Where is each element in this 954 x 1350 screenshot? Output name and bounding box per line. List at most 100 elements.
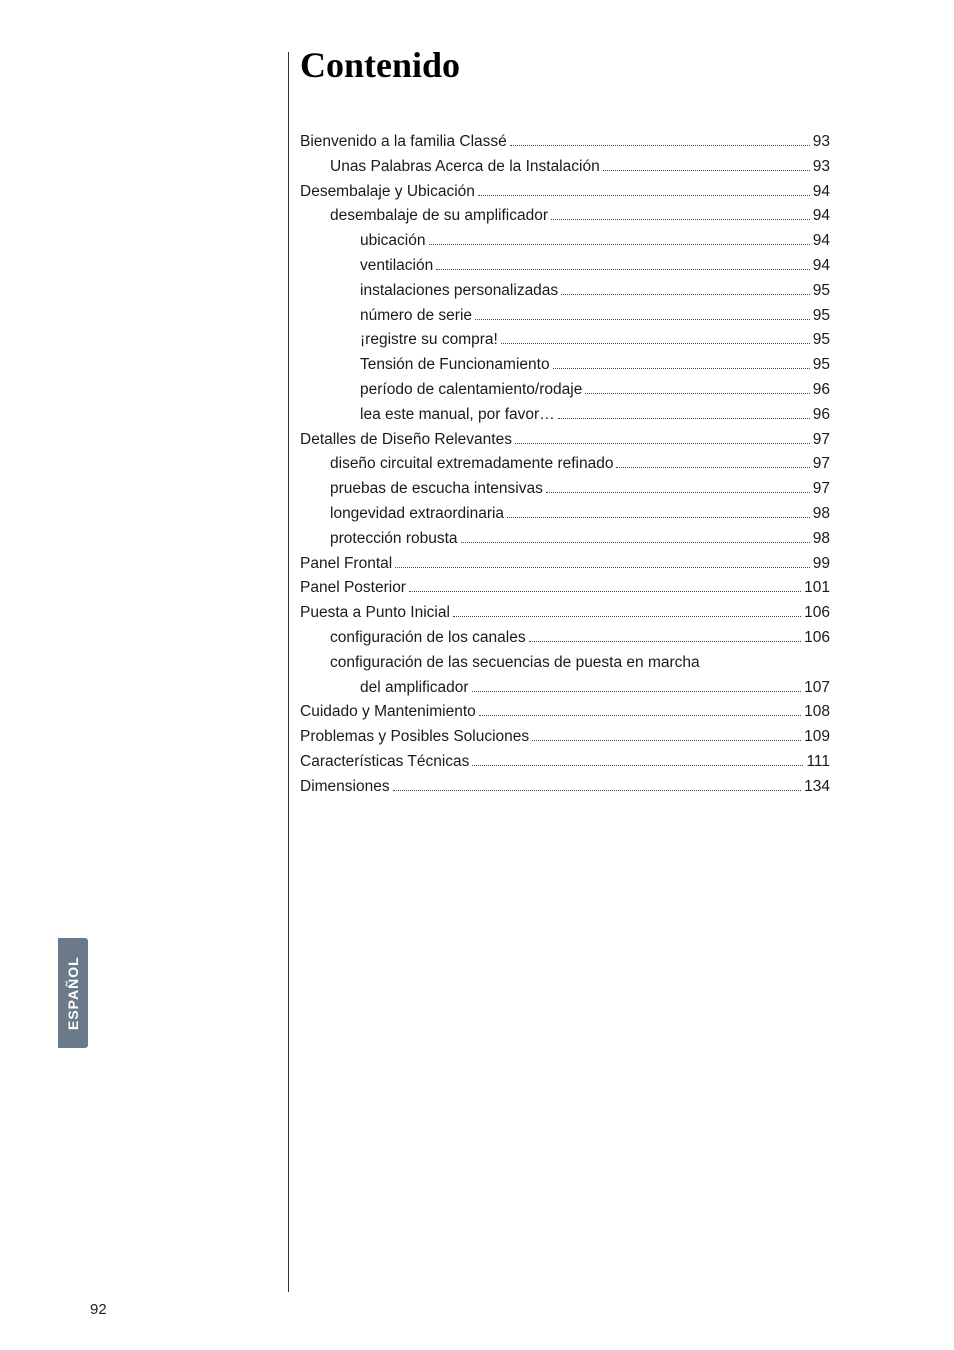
toc-entry-page: 95 [813, 304, 830, 329]
table-of-contents: Bienvenido a la familia Classé93Unas Pal… [300, 130, 830, 800]
toc-entry: Dimensiones 134 [300, 775, 830, 800]
toc-entry: configuración de las secuencias de puest… [300, 651, 830, 676]
toc-entry-page: 101 [804, 576, 830, 601]
toc-entry: longevidad extraordinaria 98 [300, 502, 830, 527]
toc-entry: ubicación 94 [300, 229, 830, 254]
toc-entry-page: 94 [813, 254, 830, 279]
toc-entry: Características Técnicas 111 [300, 750, 830, 775]
toc-entry: Cuidado y Mantenimiento 108 [300, 700, 830, 725]
toc-entry-label: instalaciones personalizadas [360, 279, 558, 304]
toc-leader-dots [472, 691, 802, 692]
toc-leader-dots [395, 567, 810, 568]
toc-leader-dots [561, 294, 810, 295]
toc-entry: ¡registre su compra! 95 [300, 328, 830, 353]
toc-entry-page: 93 [813, 155, 830, 180]
toc-leader-dots [436, 269, 810, 270]
toc-entry-page: 95 [813, 328, 830, 353]
toc-entry-label: Panel Frontal [300, 552, 392, 577]
toc-leader-dots [478, 195, 810, 196]
toc-entry-page: 94 [813, 204, 830, 229]
toc-entry-label: configuración de las secuencias de puest… [330, 654, 700, 671]
toc-entry-label: Panel Posterior [300, 576, 406, 601]
toc-leader-dots [479, 715, 801, 716]
toc-entry-label: Detalles de Diseño Relevantes [300, 428, 512, 453]
toc-leader-dots [529, 641, 802, 642]
toc-entry-label: Unas Palabras Acerca de la Instalación [330, 155, 600, 180]
toc-leader-dots [585, 393, 809, 394]
toc-entry: período de calentamiento/rodaje96 [300, 378, 830, 403]
toc-entry: protección robusta98 [300, 527, 830, 552]
toc-entry: configuración de los canales 106 [300, 626, 830, 651]
toc-entry-label: Bienvenido a la familia Classé [300, 130, 507, 155]
toc-entry-page: 107 [804, 676, 830, 701]
toc-entry-label: Dimensiones [300, 775, 390, 800]
toc-entry-label: diseño circuital extremadamente refinado [330, 452, 613, 477]
toc-entry: Unas Palabras Acerca de la Instalación 93 [300, 155, 830, 180]
toc-entry-label: número de serie [360, 304, 472, 329]
toc-entry-label: Características Técnicas [300, 750, 469, 775]
toc-entry: Tensión de Funcionamiento 95 [300, 353, 830, 378]
toc-entry-label: desembalaje de su amplificador [330, 204, 548, 229]
toc-entry: pruebas de escucha intensivas 97 [300, 477, 830, 502]
toc-leader-dots [475, 319, 810, 320]
toc-entry: Desembalaje y Ubicación 94 [300, 180, 830, 205]
toc-entry: Problemas y Posibles Soluciones 109 [300, 725, 830, 750]
toc-entry-page: 94 [813, 180, 830, 205]
toc-leader-dots [453, 616, 801, 617]
toc-entry: lea este manual, por favor… 96 [300, 403, 830, 428]
toc-entry-label: Cuidado y Mantenimiento [300, 700, 476, 725]
toc-entry: instalaciones personalizadas 95 [300, 279, 830, 304]
toc-leader-dots [409, 591, 801, 592]
toc-entry-page: 98 [813, 502, 830, 527]
toc-entry: Panel Frontal 99 [300, 552, 830, 577]
toc-entry-page: 99 [813, 552, 830, 577]
toc-leader-dots [551, 219, 810, 220]
toc-leader-dots [546, 492, 810, 493]
page-root: Contenido Bienvenido a la familia Classé… [0, 0, 954, 1350]
toc-entry-label: pruebas de escucha intensivas [330, 477, 543, 502]
toc-entry-label: Problemas y Posibles Soluciones [300, 725, 529, 750]
toc-entry-page: 93 [813, 130, 830, 155]
toc-entry-page: 94 [813, 229, 830, 254]
toc-entry-page: 96 [813, 378, 830, 403]
toc-entry-label: ¡registre su compra! [360, 328, 498, 353]
toc-entry: Detalles de Diseño Relevantes 97 [300, 428, 830, 453]
toc-entry: diseño circuital extremadamente refinado… [300, 452, 830, 477]
toc-entry-page: 111 [806, 750, 830, 775]
toc-entry-page: 97 [813, 428, 830, 453]
toc-leader-dots [510, 145, 810, 146]
page-title: Contenido [300, 44, 460, 86]
toc-entry-page: 97 [813, 477, 830, 502]
toc-entry-label: longevidad extraordinaria [330, 502, 504, 527]
toc-leader-dots [461, 542, 810, 543]
toc-entry-label: Desembalaje y Ubicación [300, 180, 475, 205]
toc-leader-dots [603, 170, 810, 171]
toc-entry-label: Tensión de Funcionamiento [360, 353, 550, 378]
toc-entry-page: 95 [813, 353, 830, 378]
toc-leader-dots [429, 244, 810, 245]
toc-entry: Bienvenido a la familia Classé 93 [300, 130, 830, 155]
page-number: 92 [90, 1301, 107, 1318]
toc-entry-page: 106 [804, 626, 830, 651]
toc-entry: desembalaje de su amplificador 94 [300, 204, 830, 229]
toc-entry-label: protección robusta [330, 527, 458, 552]
language-tab: ESPAÑOL [58, 938, 88, 1048]
toc-entry-page: 134 [804, 775, 830, 800]
toc-leader-dots [501, 343, 810, 344]
toc-entry-label: configuración de los canales [330, 626, 526, 651]
toc-entry: Panel Posterior 101 [300, 576, 830, 601]
toc-leader-dots [558, 418, 810, 419]
toc-entry-page: 96 [813, 403, 830, 428]
toc-leader-dots [515, 443, 810, 444]
toc-entry-page: 95 [813, 279, 830, 304]
toc-entry-page: 109 [804, 725, 830, 750]
toc-entry: número de serie 95 [300, 304, 830, 329]
toc-entry-label: del amplificador [360, 676, 469, 701]
vertical-rule [288, 52, 289, 1292]
toc-leader-dots [507, 517, 810, 518]
toc-entry-page: 108 [804, 700, 830, 725]
toc-entry-label: ubicación [360, 229, 426, 254]
toc-entry-label: lea este manual, por favor… [360, 403, 555, 428]
toc-entry-label: Puesta a Punto Inicial [300, 601, 450, 626]
toc-leader-dots [472, 765, 803, 766]
